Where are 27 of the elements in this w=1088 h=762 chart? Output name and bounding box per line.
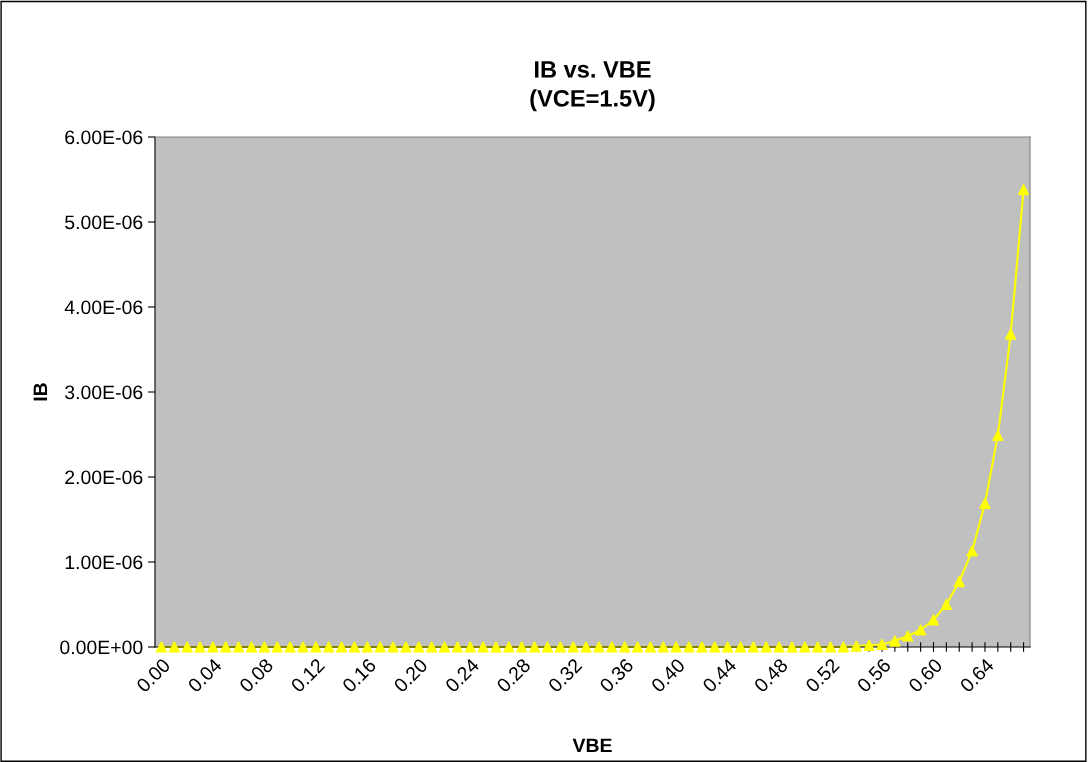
y-tick-label: 1.00E-06 <box>65 555 143 570</box>
y-tick-label: 5.00E-06 <box>65 215 143 230</box>
y-tick-label: 0.00E+00 <box>60 640 143 655</box>
x-tick-label: 0.00 <box>135 657 171 694</box>
y-axis-title: IB <box>33 383 48 401</box>
x-tick-label: 0.36 <box>598 657 635 694</box>
x-tick-label: 0.04 <box>187 657 223 694</box>
x-tick-label: 0.52 <box>804 657 840 694</box>
x-tick-label: 0.12 <box>289 657 326 694</box>
x-tick-label: 0.24 <box>444 657 480 694</box>
y-tick-label: 4.00E-06 <box>64 300 143 315</box>
x-axis-title: VBE <box>572 738 612 753</box>
x-tick-label: 0.16 <box>341 657 377 694</box>
x-tick-label: 0.40 <box>650 657 686 694</box>
x-tick-label: 0.64 <box>959 657 995 694</box>
x-tick-label: 0.28 <box>495 657 532 694</box>
y-tick-label: 2.00E-06 <box>65 470 143 485</box>
y-tick-label: 3.00E-06 <box>65 385 143 400</box>
x-tick-label: 0.60 <box>907 657 944 694</box>
x-tick-label: 0.20 <box>392 657 429 694</box>
x-tick-label: 0.56 <box>856 657 892 694</box>
y-tick-label: 6.00E-06 <box>65 130 143 145</box>
chart-title: IB vs. VBE (VCE=1.5V) <box>530 61 655 112</box>
x-tick-label: 0.32 <box>547 657 583 694</box>
x-tick-label: 0.08 <box>238 657 274 694</box>
x-tick-label: 0.44 <box>701 657 738 694</box>
x-tick-label: 0.48 <box>753 657 789 694</box>
